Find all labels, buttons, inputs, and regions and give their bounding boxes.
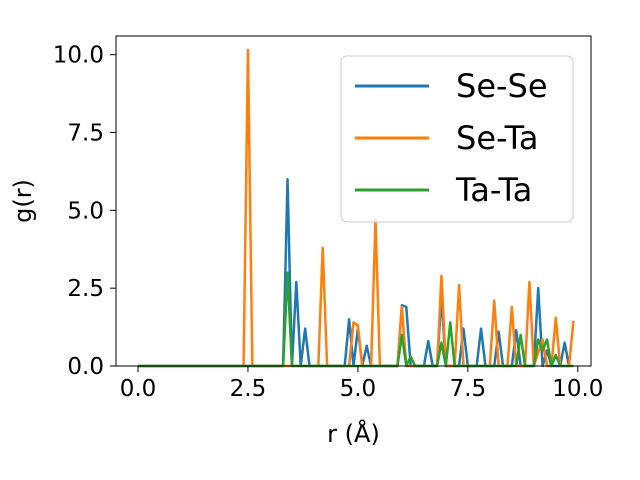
y-tick-label: 7.5 xyxy=(67,121,104,147)
legend-label: Ta-Ta xyxy=(455,171,532,209)
legend-box xyxy=(340,55,574,223)
legend: Se-Se Se-Ta Ta-Ta xyxy=(340,55,574,223)
y-tick-label: 10.0 xyxy=(53,43,104,69)
x-tick-label: 0.0 xyxy=(120,376,157,402)
plot-frame xyxy=(115,35,592,367)
y-axis: 0.0 2.5 5.0 7.5 10.0 xyxy=(53,43,116,380)
x-tick-label: 10.0 xyxy=(552,376,603,402)
legend-label: Se-Ta xyxy=(456,119,538,157)
legend-label: Se-Se xyxy=(456,67,548,105)
y-tick-label: 2.5 xyxy=(67,276,104,302)
y-tick-label: 5.0 xyxy=(67,198,104,224)
x-tick-label: 5.0 xyxy=(340,376,377,402)
x-tick-label: 2.5 xyxy=(230,376,267,402)
x-tick-label: 7.5 xyxy=(450,376,487,402)
y-tick-label: 0.0 xyxy=(67,354,104,380)
y-axis-label: g(r) xyxy=(9,179,37,223)
x-axis-label: r (Å) xyxy=(327,419,380,448)
x-axis: 0.0 2.5 5.0 7.5 10.0 xyxy=(120,366,603,402)
